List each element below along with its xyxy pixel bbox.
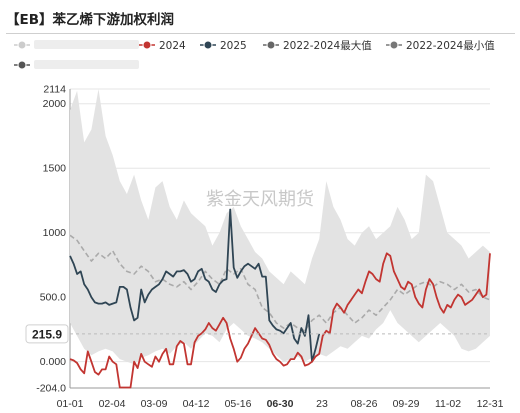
title-divider — [6, 33, 515, 34]
x-tick-label-1: 02-04 — [99, 398, 126, 410]
legend-label-4: 2022-2024最小值 — [406, 39, 495, 52]
y-tick-label-2: 1500 — [43, 163, 67, 175]
x-tick-label-3: 04-12 — [183, 398, 210, 410]
legend-marker-3 — [266, 40, 276, 50]
x-tick-label-5: 06-30 — [267, 398, 294, 410]
x-axis-ticks: 01-01 02-04 03-09 04-12 05-16 06-30 23 08-26 09-… — [57, 398, 504, 410]
y-pointer-label-box — [25, 324, 69, 344]
legend-marker-4 — [389, 40, 399, 50]
range-band — [70, 89, 490, 365]
y-tick-label-0: 2114 — [43, 84, 66, 96]
y-tick-label-5: 0.000 — [40, 356, 66, 368]
legend[interactable]: 2024 2025 2022-2024最大值 2022-2024最小值 — [14, 39, 495, 70]
x-tick-label-10: 12-31 — [477, 398, 504, 410]
legend-label-3: 2022-2024最大值 — [283, 39, 372, 52]
series-line-0 — [69, 252, 491, 389]
series-lines — [69, 208, 491, 389]
y-tick-label-4: 500.0 — [40, 292, 66, 304]
legend-marker-1 — [142, 40, 152, 50]
series-line-2 — [69, 234, 491, 332]
watermark: 紫金天风期货 — [206, 189, 314, 210]
x-tick-label-7: 08-26 — [351, 398, 378, 410]
range-band-area — [70, 89, 490, 365]
legend-label-1: 2024 — [159, 40, 186, 52]
x-tick-label-8: 09-29 — [393, 398, 420, 410]
x-tick-label-2: 03-09 — [141, 398, 168, 410]
x-tick-label-0: 01-01 — [57, 398, 84, 410]
x-tick-label-9: 11-02 — [435, 398, 461, 410]
y-tick-label-6: -204.0 — [36, 383, 66, 395]
legend-label-blurred-0 — [34, 40, 139, 49]
legend-label-2: 2025 — [220, 40, 247, 52]
y-pointer-label: 215.9 — [32, 327, 62, 341]
axis-pointer: 215.9 — [25, 324, 490, 344]
x-tick-label-6: 23 — [316, 398, 328, 410]
y-tick-label-1: 2000 — [43, 98, 67, 110]
x-tick-label-4: 05-16 — [225, 398, 252, 410]
legend-marker-5 — [17, 60, 27, 70]
legend-marker-0 — [17, 40, 27, 50]
legend-marker-2 — [203, 40, 213, 50]
legend-label-blurred-5 — [34, 60, 139, 69]
y-axis-ticks: 2114 2000 1500 1000 500.0 0.000 -204.0 — [36, 84, 66, 395]
series-line-1 — [69, 208, 321, 363]
chart-title: 【EB】苯乙烯下游加权利润 — [6, 12, 175, 28]
y-tick-label-3: 1000 — [43, 227, 67, 239]
